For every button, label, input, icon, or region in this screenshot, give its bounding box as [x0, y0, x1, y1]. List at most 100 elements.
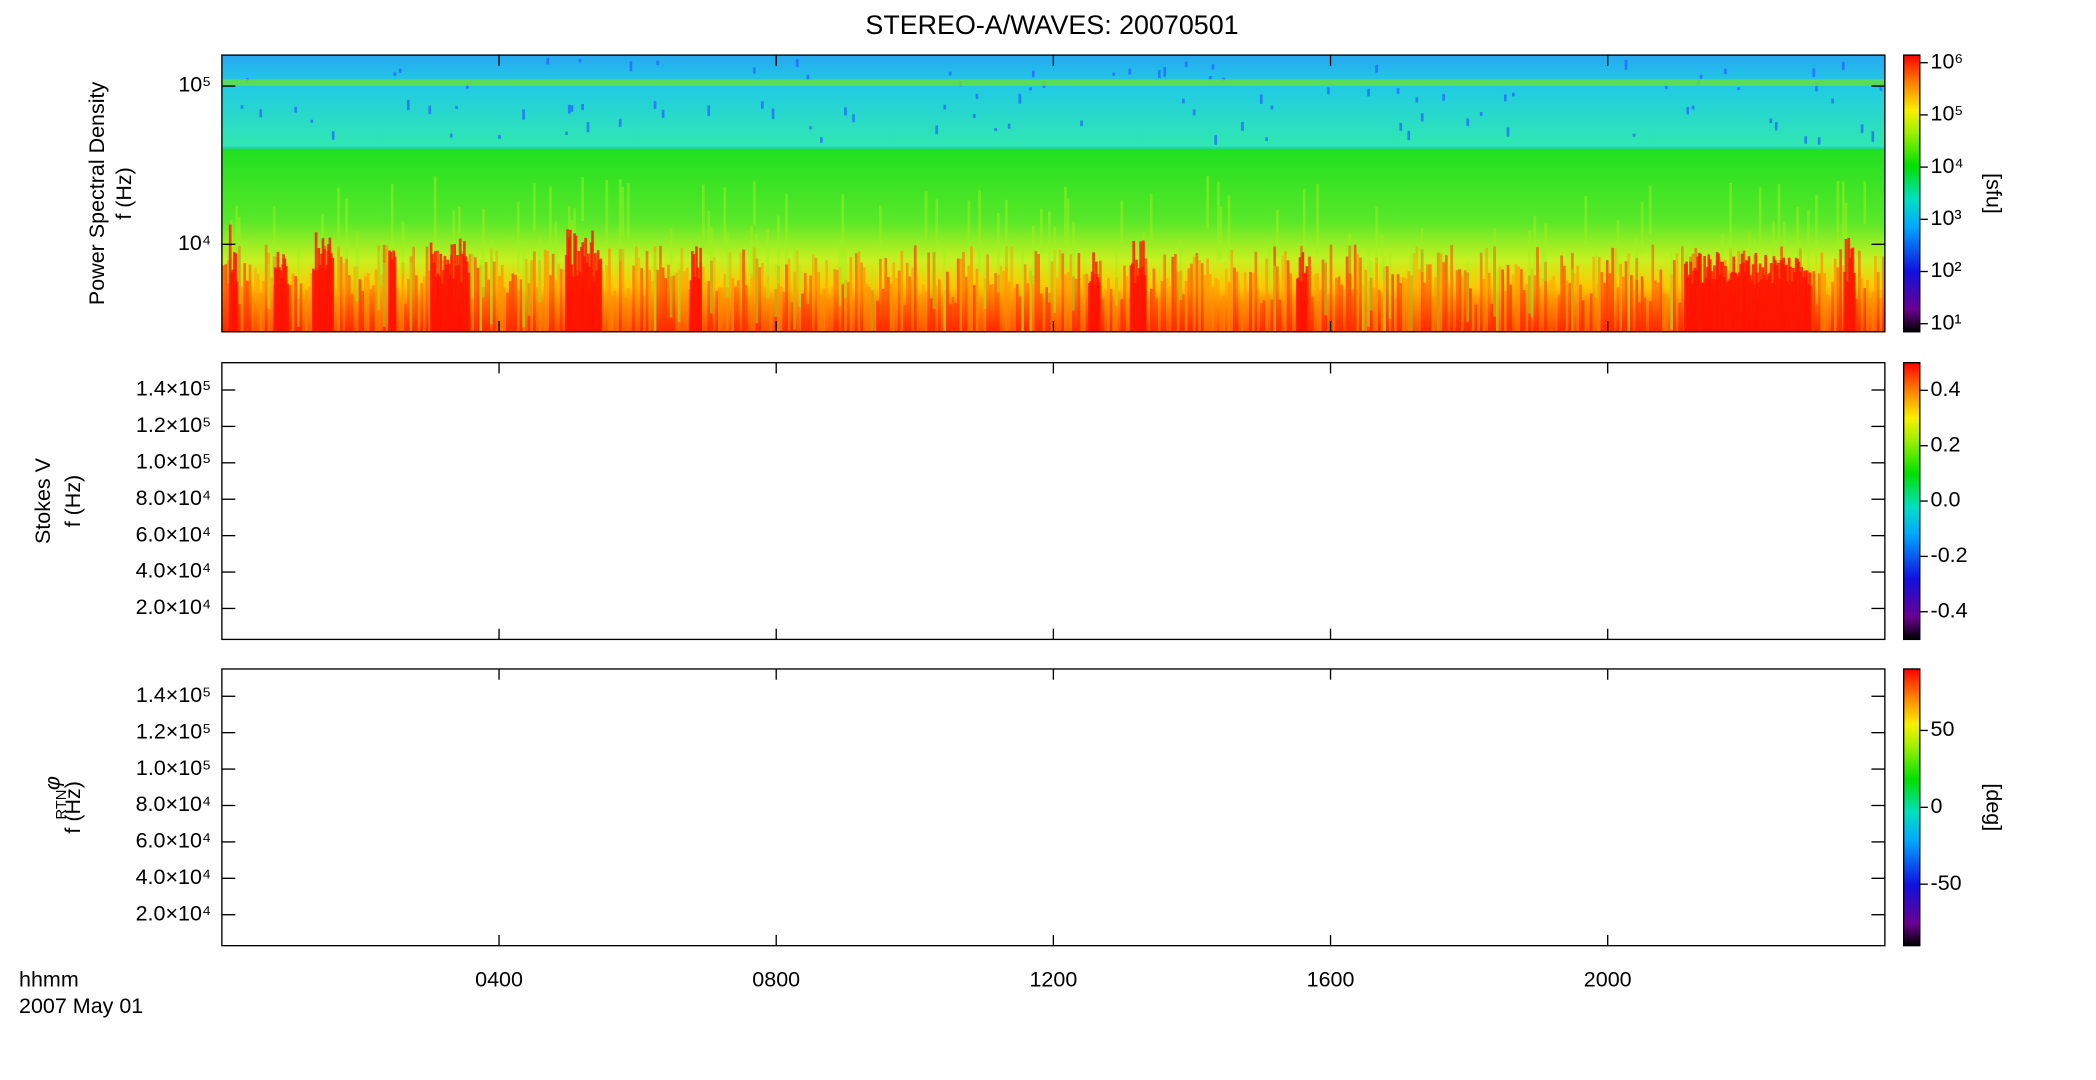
texture: [1638, 302, 1641, 332]
texture: [1206, 258, 1209, 332]
texture: [1707, 254, 1711, 332]
texture: [1613, 248, 1617, 332]
texture: [702, 266, 705, 332]
texture: [1746, 261, 1749, 332]
texture: [672, 275, 676, 332]
texture: [1568, 283, 1572, 332]
texture: [1794, 257, 1798, 332]
texture: [1367, 245, 1370, 327]
texture: [1844, 239, 1848, 332]
texture: [1423, 282, 1427, 332]
texture: [809, 275, 812, 332]
texture: [1780, 262, 1784, 332]
texture: [661, 109, 665, 118]
texture: [1069, 254, 1073, 332]
texture: [1692, 270, 1695, 332]
texture: [1544, 261, 1547, 332]
texture: [1297, 277, 1300, 332]
x-tick-label: 2000: [1584, 967, 1632, 991]
texture: [524, 258, 528, 332]
texture: [852, 304, 855, 332]
texture: [1270, 299, 1274, 332]
texture: [1026, 283, 1030, 332]
texture: [811, 254, 815, 332]
texture: [771, 108, 775, 120]
texture: [1243, 272, 1247, 332]
texture: [1879, 83, 1883, 91]
texture: [1863, 287, 1867, 332]
texture: [575, 275, 579, 332]
texture: [844, 253, 847, 298]
texture: [1708, 259, 1712, 332]
texture: [1056, 277, 1059, 332]
texture: [1466, 262, 1470, 322]
texture: [1839, 249, 1842, 332]
texture: [533, 251, 536, 332]
texture: [567, 237, 571, 332]
texture: [956, 258, 960, 332]
texture: [461, 253, 465, 332]
texture: [1579, 284, 1582, 332]
texture: [618, 248, 622, 332]
texture: [634, 246, 638, 332]
texture: [750, 273, 753, 332]
texture: [1823, 273, 1826, 332]
texture: [1690, 283, 1694, 332]
texture: [1740, 253, 1744, 332]
texture: [570, 264, 574, 332]
texture: [1757, 282, 1761, 332]
texture: [1048, 211, 1051, 303]
texture: [1482, 279, 1486, 332]
texture: [1396, 274, 1400, 332]
texture: [1163, 66, 1167, 77]
texture: [1817, 137, 1821, 145]
texture: [449, 274, 452, 332]
texture: [787, 258, 791, 332]
texture: [390, 259, 394, 332]
texture: [299, 283, 303, 332]
texture: [1703, 256, 1707, 332]
texture: [401, 262, 405, 332]
texture: [723, 187, 727, 252]
texture: [1691, 105, 1695, 110]
texture: [1817, 273, 1821, 332]
y-tick-label: 1.2×10⁵: [136, 413, 211, 437]
texture: [648, 269, 652, 332]
texture: [1064, 274, 1067, 332]
texture: [1608, 273, 1612, 332]
texture: [221, 146, 1885, 150]
texture: [1227, 195, 1231, 261]
texture: [1375, 206, 1378, 264]
texture: [728, 252, 732, 332]
texture: [1656, 282, 1660, 332]
texture: [231, 269, 235, 332]
texture: [752, 181, 756, 226]
texture: [1080, 303, 1083, 332]
texture: [913, 245, 917, 332]
texture: [763, 287, 767, 332]
texture: [358, 279, 362, 332]
texture: [932, 245, 936, 309]
texture: [972, 285, 976, 332]
texture: [554, 221, 558, 276]
texture: [806, 304, 810, 332]
texture: [919, 294, 922, 332]
y-tick-label: 8.0×10⁴: [136, 486, 212, 510]
texture: [924, 291, 928, 332]
texture: [398, 301, 402, 332]
x-tick-label: 1200: [1029, 967, 1077, 991]
texture: [1630, 274, 1633, 332]
texture: [841, 283, 845, 332]
texture: [1744, 260, 1748, 332]
texture: [921, 284, 925, 332]
texture: [1611, 247, 1614, 332]
texture: [761, 262, 764, 332]
texture: [828, 297, 831, 332]
texture: [1584, 195, 1588, 245]
colorbar-tick-label: 10³: [1931, 206, 1962, 230]
texture: [677, 262, 681, 322]
texture: [1123, 265, 1126, 332]
texture: [1520, 269, 1523, 332]
texture: [1681, 246, 1684, 332]
